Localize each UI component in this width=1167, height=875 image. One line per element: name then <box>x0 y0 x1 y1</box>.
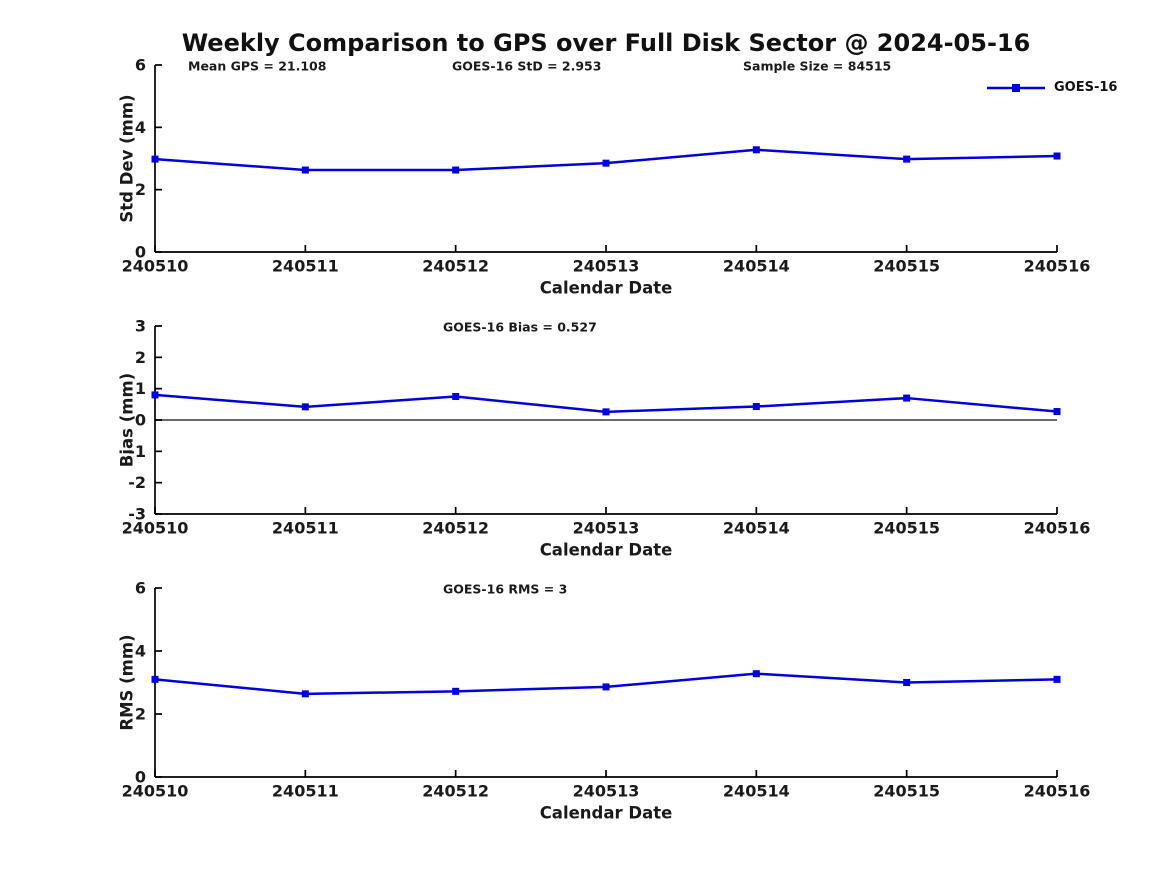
y-tick-label: 4 <box>135 118 146 137</box>
x-tick-label: 240513 <box>573 782 640 801</box>
y-tick-label: 3 <box>135 317 146 336</box>
data-point-marker <box>752 146 760 154</box>
annotation: Sample Size = 84515 <box>743 59 891 74</box>
x-tick-label: 240516 <box>1024 257 1091 276</box>
y-tick-label: -1 <box>128 442 146 461</box>
legend-label: GOES-16 <box>1054 80 1118 95</box>
data-point-marker <box>151 155 159 163</box>
data-point-marker <box>151 675 159 683</box>
x-tick-label: 240511 <box>272 257 339 276</box>
x-tick-label: 240511 <box>272 782 339 801</box>
y-axis-label: Bias (mm) <box>118 373 137 467</box>
x-axis-label: Calendar Date <box>540 279 673 298</box>
x-tick-label: 240512 <box>422 782 489 801</box>
data-point-marker <box>602 159 610 167</box>
annotation: GOES-16 StD = 2.953 <box>452 59 601 74</box>
x-tick-label: 240510 <box>122 782 189 801</box>
y-tick-label: -3 <box>128 505 146 524</box>
x-tick-label: 240514 <box>723 782 790 801</box>
y-tick-label: 1 <box>135 379 146 398</box>
plot-rms: 240510 240511 240512 240513 240514 240515 2405… <box>118 579 1091 823</box>
figure-title: Weekly Comparison to GPS over Full Disk … <box>181 29 1031 57</box>
y-tick-label: 2 <box>135 705 146 724</box>
y-axis-label: Std Dev (mm) <box>118 94 137 222</box>
data-point-marker <box>452 393 460 400</box>
data-point-marker <box>752 403 760 411</box>
y-tick-label: 6 <box>135 579 146 598</box>
x-tick-label: 240516 <box>1024 519 1091 538</box>
x-tick-label: 240515 <box>873 257 940 276</box>
legend: GOES-16 <box>985 80 1117 95</box>
data-point-marker <box>452 687 460 695</box>
y-axis-label: RMS (mm) <box>118 634 137 730</box>
y-tick-label: 0 <box>135 243 146 262</box>
plot-bias: 240510 240511 240512 240513 240514 240515 2405… <box>118 317 1091 560</box>
y-tick-label: 2 <box>135 348 146 367</box>
y-tick-label: 4 <box>135 642 146 661</box>
data-point-marker <box>903 394 911 402</box>
x-axis-label: Calendar Date <box>540 541 673 560</box>
data-point-marker <box>1053 675 1061 683</box>
data-point-marker <box>602 683 610 691</box>
x-tick-label: 240510 <box>122 257 189 276</box>
x-tick-label: 240513 <box>573 519 640 538</box>
y-tick-label: 0 <box>135 768 146 787</box>
data-point-marker <box>301 690 309 698</box>
x-axis-label: Calendar Date <box>540 804 673 823</box>
data-point-marker <box>1053 152 1061 160</box>
data-point-marker <box>903 679 911 686</box>
annotation: GOES-16 RMS = 3 <box>443 582 567 597</box>
x-tick-label: 240513 <box>573 257 640 276</box>
data-point-marker <box>301 166 309 174</box>
annotation: Mean GPS = 21.108 <box>188 59 326 74</box>
annotation: GOES-16 Bias = 0.527 <box>443 320 597 335</box>
y-tick-label: 6 <box>135 56 146 75</box>
data-point-marker <box>752 670 760 678</box>
y-tick-label: -2 <box>128 473 146 492</box>
legend-line-marker-icon <box>987 83 1045 92</box>
x-tick-label: 240515 <box>873 782 940 801</box>
data-point-marker <box>151 391 159 399</box>
x-tick-label: 240510 <box>122 519 189 538</box>
x-tick-label: 240515 <box>873 519 940 538</box>
x-tick-label: 240512 <box>422 257 489 276</box>
x-tick-label: 240511 <box>272 519 339 538</box>
x-tick-label: 240514 <box>723 257 790 276</box>
data-point-marker <box>301 403 309 411</box>
x-tick-label: 240512 <box>422 519 489 538</box>
x-tick-label: 240516 <box>1024 782 1091 801</box>
data-point-marker <box>452 166 460 174</box>
plot-std-dev: 240510 240511 240512 240513 240514 240515 2405… <box>118 56 1091 298</box>
x-tick-label: 240514 <box>723 519 790 538</box>
y-tick-label: 0 <box>135 411 146 430</box>
data-point-marker <box>602 408 610 416</box>
y-tick-label: 2 <box>135 180 146 199</box>
data-point-marker <box>903 155 911 163</box>
data-point-marker <box>1053 408 1061 416</box>
